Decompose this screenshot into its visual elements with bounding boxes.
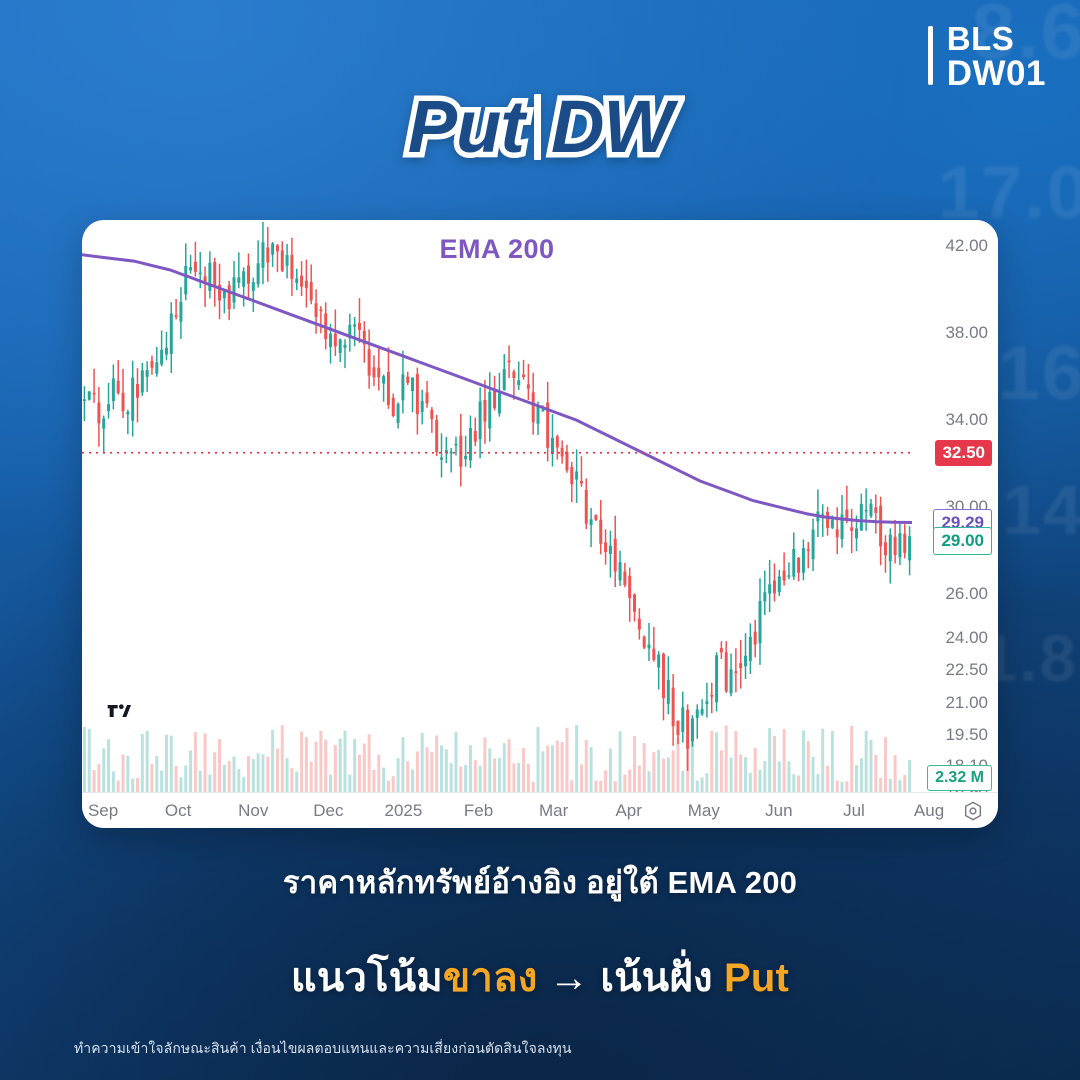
price-tick: 42.00 (945, 236, 988, 256)
caption-arrow: → (537, 956, 601, 1000)
chart-settings-icon[interactable] (962, 800, 984, 822)
time-tick: Mar (538, 801, 569, 820)
time-tick: Nov (238, 801, 269, 820)
time-tick: Sep (87, 801, 119, 820)
price-tick: 26.00 (945, 584, 988, 604)
chart-card[interactable]: EMA 200 42.00 38.00 34.00 30.00 26.00 24.00 22… (82, 220, 998, 828)
caption-action-prefix: เน้นฝั่ง (600, 956, 725, 1000)
time-tick: Aug (913, 801, 945, 820)
watermark-digit: 14 (1002, 471, 1080, 549)
caption-primary: ราคาหลักทรัพย์อ้างอิง อยู่ใต้ EMA 200 (282, 865, 798, 900)
price-tick: 38.00 (945, 323, 988, 343)
brand-line-1: BLS (946, 20, 1015, 57)
price-tick: 19.50 (945, 725, 988, 745)
caption-secondary: แนวโน้มขาลง → เน้นฝั่ง Put (0, 945, 1080, 1009)
page-title: Put DW (0, 80, 1080, 174)
caption-trend-prefix: แนวโน้ม (290, 956, 443, 1000)
candlestick-series (82, 221, 912, 792)
brand-logo: BLS DW01 (927, 20, 1046, 93)
price-scale[interactable]: 42.00 38.00 34.00 30.00 26.00 24.00 22.50 21.00… (912, 220, 998, 801)
price-tick: 34.00 (945, 410, 988, 430)
caption-trend-keyword: ขาลง (442, 956, 538, 1000)
price-tick: 22.50 (945, 660, 988, 680)
caption-action-keyword: Put (724, 956, 790, 1000)
brand-line-2: DW01 (946, 53, 1046, 93)
time-scale[interactable]: Sep Oct Nov Dec 2025 Feb Mar Apr May Jun Jul Aug (82, 792, 998, 828)
time-tick: Dec (313, 801, 344, 820)
volume-badge[interactable]: 2.32 M (927, 764, 992, 791)
time-tick: 2025 (384, 801, 423, 820)
alert-price-badge[interactable]: 32.50 (935, 439, 992, 466)
watermark-digit: 16 (997, 331, 1080, 416)
time-tick: Feb (463, 801, 494, 820)
ema-label: EMA 200 (439, 234, 555, 264)
time-tick: Apr (615, 801, 642, 820)
time-tick: Oct (164, 801, 192, 820)
tradingview-logo (100, 692, 138, 730)
chart-plot-area[interactable]: EMA 200 (82, 220, 912, 792)
price-tick: 21.00 (945, 692, 988, 712)
time-tick: Jun (765, 801, 793, 820)
time-tick: May (687, 801, 720, 820)
price-tick: 24.00 (945, 627, 988, 647)
title-word-dw: DW (545, 80, 678, 174)
last-price-badge[interactable]: 29.00 (933, 526, 992, 555)
title-separator (533, 93, 541, 160)
time-tick: Jul (843, 801, 865, 820)
brand-divider (927, 26, 933, 86)
watermark-digit: 8.6 (971, 0, 1080, 75)
disclaimer-text: ทำความเข้าใจลักษณะสินค้า เงื่อนไขผลตอบแท… (74, 1040, 572, 1056)
title-word-put: Put (402, 80, 530, 174)
